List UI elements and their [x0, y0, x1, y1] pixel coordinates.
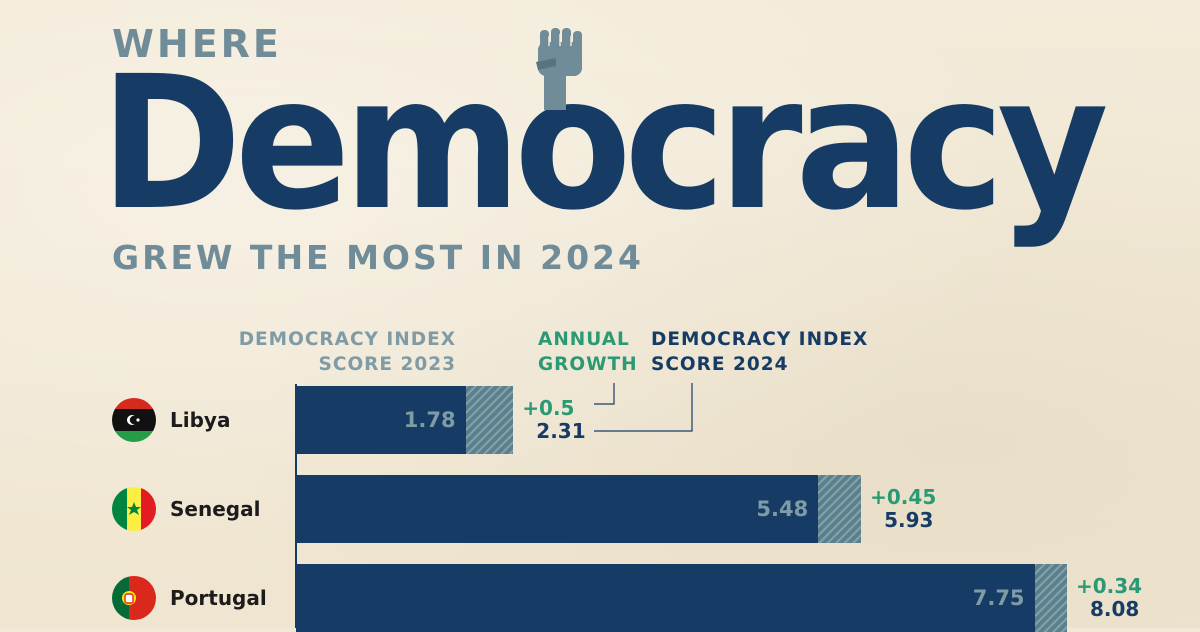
legend-score-2024-line2: SCORE 2024 [651, 354, 789, 375]
senegal-flag-icon [112, 487, 156, 531]
value-label-2023: 5.48 [756, 497, 809, 521]
bar-2023-portugal [296, 564, 1035, 632]
legend-score-2023: DEMOCRACY INDEX SCORE 2023 [200, 327, 456, 377]
bar-growth-senegal [818, 475, 862, 543]
page-subtitle: GREW THE MOST IN 2024 [112, 238, 644, 277]
bar-2023-libya [296, 386, 466, 454]
bar-growth-portugal [1034, 564, 1067, 632]
category-label: Senegal [170, 497, 261, 521]
growth-label: +0.45 [870, 485, 937, 509]
bar-2023-senegal [296, 475, 819, 543]
raised-fist-icon [536, 28, 582, 110]
value-label-2023: 1.78 [403, 408, 456, 432]
title-kicker: WHERE [112, 22, 282, 66]
category-label: Portugal [170, 586, 267, 610]
category-label: Libya [170, 408, 231, 432]
row-label-libya: Libya [112, 398, 412, 442]
legend-growth-line1: ANNUAL [538, 329, 630, 350]
legend-score-2024: DEMOCRACY INDEX SCORE 2024 [651, 327, 868, 377]
legend-growth-line2: GROWTH [538, 354, 638, 375]
row-label-portugal: Portugal [112, 576, 412, 620]
growth-label: +0.5 [522, 396, 575, 420]
portugal-flag-icon [112, 576, 156, 620]
legend-score-2023-line1: DEMOCRACY INDEX [238, 329, 456, 350]
total-label-2024: 8.08 [1089, 597, 1140, 621]
page-title: Democracy [100, 37, 1109, 251]
row-label-senegal: Senegal [112, 487, 412, 531]
legend-score-2023-line2: SCORE 2023 [318, 354, 456, 375]
libya-flag-icon [112, 398, 156, 442]
legend-score-2024-line1: DEMOCRACY INDEX [651, 329, 869, 350]
total-label-2024: 5.93 [884, 508, 934, 532]
value-label-2023: 7.75 [972, 586, 1025, 610]
bar-growth-libya [465, 386, 514, 454]
legend-growth: ANNUAL GROWTH [538, 327, 638, 377]
growth-label: +0.34 [1075, 574, 1143, 598]
total-label-2024: 2.31 [536, 419, 586, 443]
